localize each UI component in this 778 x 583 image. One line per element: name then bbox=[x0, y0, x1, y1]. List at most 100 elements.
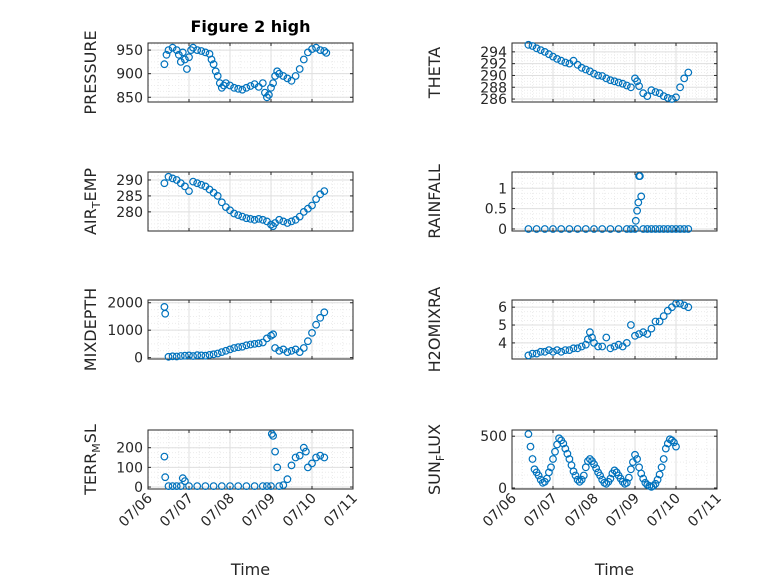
data-point bbox=[316, 46, 325, 54]
data-point bbox=[295, 212, 304, 221]
data-point bbox=[637, 192, 646, 201]
data-point bbox=[532, 349, 541, 358]
data-point bbox=[528, 455, 537, 463]
y-axis-label: H2OMIXRA bbox=[425, 287, 444, 373]
data-point bbox=[622, 478, 631, 487]
data-point bbox=[540, 347, 549, 356]
data-point bbox=[193, 482, 202, 491]
data-point bbox=[261, 88, 269, 97]
data-point bbox=[636, 172, 644, 181]
data-point bbox=[213, 349, 222, 358]
data-point bbox=[622, 339, 631, 347]
data-point bbox=[201, 482, 210, 491]
data-point bbox=[598, 342, 607, 351]
data-point bbox=[635, 330, 643, 338]
axes-box bbox=[511, 299, 718, 360]
data-point bbox=[267, 83, 275, 92]
data-point bbox=[287, 217, 296, 226]
data-point bbox=[565, 225, 574, 233]
data-point bbox=[160, 60, 169, 69]
y-tick-label: 100 bbox=[116, 460, 143, 476]
data-point bbox=[312, 195, 321, 204]
data-point bbox=[189, 352, 198, 360]
data-point bbox=[164, 172, 173, 181]
data-point bbox=[217, 198, 226, 207]
x-tick-label: 07/06 bbox=[116, 490, 156, 530]
data-point bbox=[320, 187, 329, 196]
data-point bbox=[308, 201, 316, 210]
data-point bbox=[312, 320, 321, 329]
data-point bbox=[647, 324, 656, 333]
data-point bbox=[633, 455, 641, 463]
data-point bbox=[634, 198, 643, 207]
data-point bbox=[649, 482, 658, 490]
data-point bbox=[185, 351, 193, 360]
data-point bbox=[610, 342, 619, 351]
y-axis-label: AIRTEMP bbox=[81, 168, 103, 235]
data-point bbox=[267, 482, 275, 491]
data-point bbox=[680, 301, 689, 310]
data-point bbox=[209, 482, 218, 491]
y-tick-label: 900 bbox=[116, 67, 143, 83]
data-point bbox=[653, 475, 662, 484]
y-tick-label: 290 bbox=[480, 68, 507, 84]
data-point bbox=[545, 346, 553, 355]
y-tick-label: 288 bbox=[480, 80, 507, 96]
y-tick-label: 286 bbox=[480, 92, 507, 108]
data-point bbox=[161, 309, 170, 318]
data-point bbox=[230, 83, 239, 92]
data-point bbox=[553, 440, 561, 449]
data-point bbox=[182, 65, 191, 73]
data-point bbox=[661, 444, 670, 453]
data-point bbox=[246, 340, 255, 349]
data-point bbox=[622, 225, 631, 233]
data-point bbox=[540, 48, 549, 56]
data-point bbox=[594, 342, 602, 351]
data-point bbox=[631, 331, 639, 340]
data-point bbox=[577, 475, 586, 484]
data-point bbox=[557, 56, 566, 65]
data-point bbox=[528, 349, 537, 358]
data-point bbox=[242, 482, 251, 491]
data-point bbox=[217, 482, 226, 491]
data-point bbox=[651, 317, 660, 326]
data-point bbox=[193, 351, 202, 360]
data-point bbox=[569, 344, 578, 353]
data-point bbox=[540, 225, 549, 233]
data-point bbox=[573, 475, 582, 484]
data-point bbox=[234, 482, 243, 491]
data-point bbox=[614, 78, 623, 87]
data-point bbox=[180, 351, 189, 360]
data-point bbox=[161, 473, 170, 482]
data-point bbox=[180, 55, 189, 64]
data-point bbox=[684, 225, 693, 233]
data-point bbox=[250, 340, 259, 348]
data-point bbox=[633, 206, 641, 215]
data-point bbox=[676, 299, 684, 308]
data-point bbox=[622, 81, 631, 90]
y-tick-label: 500 bbox=[480, 429, 507, 445]
y-axis-label: TERRMSL bbox=[81, 424, 103, 496]
data-point bbox=[577, 63, 586, 72]
data-point bbox=[610, 466, 619, 475]
data-point bbox=[524, 430, 533, 439]
axes-box bbox=[147, 171, 354, 232]
data-point bbox=[242, 341, 251, 350]
subplot-h2omixra: 4 5 6 H2OMIXRA bbox=[425, 287, 718, 373]
data-point bbox=[283, 74, 292, 83]
data-point bbox=[226, 81, 234, 90]
data-point bbox=[221, 346, 230, 355]
data-point bbox=[668, 225, 676, 233]
data-point bbox=[209, 350, 218, 359]
data-point bbox=[273, 463, 282, 472]
data-point bbox=[250, 482, 259, 491]
data-point bbox=[201, 351, 210, 360]
data-point bbox=[573, 225, 582, 233]
data-point bbox=[275, 482, 284, 491]
data-point bbox=[577, 342, 586, 351]
data-point bbox=[185, 53, 193, 62]
axes-box bbox=[147, 42, 354, 103]
data-point bbox=[651, 88, 660, 96]
data-point bbox=[680, 225, 689, 233]
data-point bbox=[655, 470, 664, 479]
